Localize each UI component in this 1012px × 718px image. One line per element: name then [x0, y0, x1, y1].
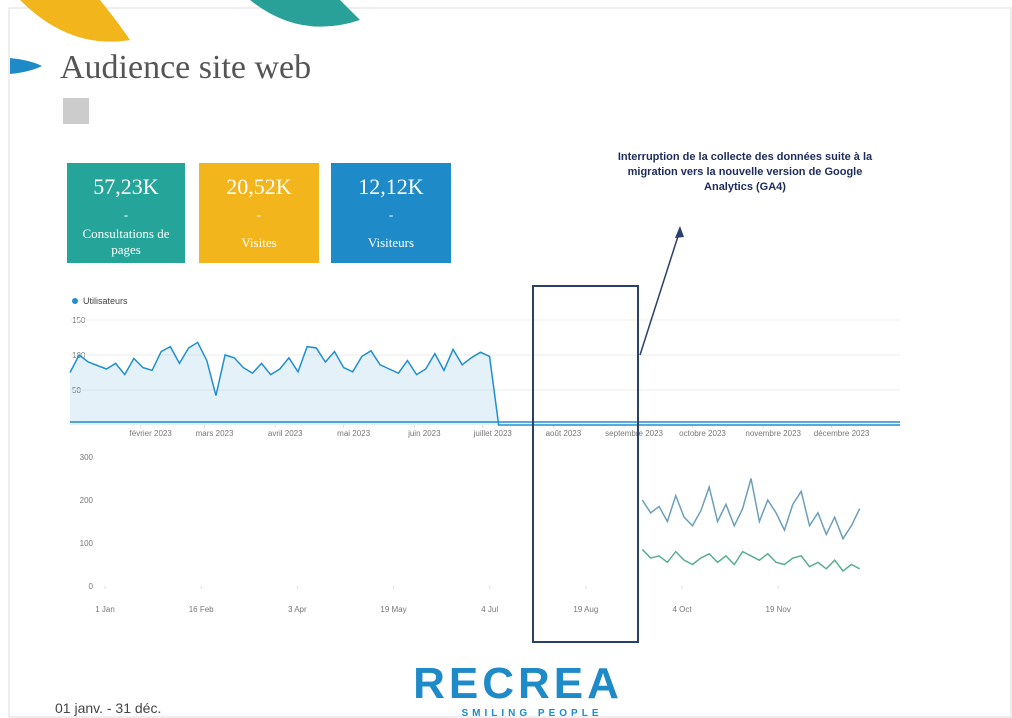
logo-name: RECREA [413, 659, 623, 708]
x-tick-label: novembre 2023 [745, 429, 801, 438]
x-tick-label: août 2023 [546, 429, 582, 438]
arrow-head [675, 226, 684, 238]
kpi-blue: 12,12K - Visiteurs [331, 163, 451, 263]
gap-box [532, 285, 639, 643]
page-title: Audience site web [60, 49, 311, 86]
x-tick-label: mars 2023 [196, 429, 234, 438]
x-tick-label: 19 Nov [766, 605, 791, 614]
kpi-separator: - [124, 207, 128, 222]
annotation-wrap: Interruption de la collecte des données … [617, 151, 873, 193]
x-tick-label: 3 Apr [288, 605, 307, 614]
y-tick-label: 0 [89, 582, 94, 591]
x-tick-label: septembre 2023 [605, 429, 663, 438]
deco-yellow [20, 0, 130, 42]
date-range: 01 janv. - 31 déc. [55, 700, 161, 716]
x-tick-label: 4 Oct [672, 605, 692, 614]
kpi-value: 12,12K [358, 174, 424, 199]
line [641, 548, 861, 573]
kpi-label: Visites [241, 235, 276, 250]
slide-frame [8, 7, 1012, 718]
kpi-value: 20,52K [226, 174, 292, 199]
kpi-yellow: 20,52K - Visites [199, 163, 319, 263]
x-tick-label: décembre 2023 [814, 429, 870, 438]
kpi-label-wrap: Consultations de pages [82, 226, 170, 257]
kpi-label: Consultations de pages [82, 226, 170, 257]
kpi-box [199, 163, 319, 263]
logo-tagline: SMILING PEOPLE [461, 708, 602, 718]
x-tick-label: 16 Feb [189, 605, 214, 614]
legend-dot [72, 298, 78, 304]
x-tick-label: juillet 2023 [473, 429, 513, 438]
x-tick-label: juin 2023 [407, 429, 441, 438]
x-tick-label: octobre 2023 [679, 429, 726, 438]
deco-teal [250, 0, 360, 27]
y-tick-label: 200 [80, 496, 94, 505]
kpi-separator: - [389, 207, 393, 222]
annotation: Interruption de la collecte des données … [617, 151, 873, 193]
arrow [639, 229, 681, 356]
line [641, 478, 861, 541]
kpi-teal: 57,23K - Consultations de pages [67, 163, 185, 263]
x-tick-label: février 2023 [130, 429, 173, 438]
x-tick-label: avril 2023 [268, 429, 303, 438]
x-tick-label: 19 Aug [573, 605, 598, 614]
y-tick-label: 300 [80, 453, 94, 462]
rss-icon[interactable] [63, 98, 89, 124]
kpi-separator: - [257, 207, 261, 222]
legend-label: Utilisateurs [83, 296, 128, 306]
x-tick-label: 19 May [380, 605, 406, 614]
x-tick-label: 4 Jul [481, 605, 498, 614]
kpi-box [67, 163, 185, 263]
kpi-box [331, 163, 451, 263]
x-tick-label: 1 Jan [95, 605, 115, 614]
y-tick-label: 100 [80, 539, 94, 548]
line [69, 341, 900, 426]
deco-blue [10, 58, 42, 74]
x-tick-label: mai 2023 [337, 429, 370, 438]
area [70, 342, 900, 425]
kpi-label: Visiteurs [368, 235, 414, 250]
kpi-value: 57,23K [93, 174, 159, 199]
